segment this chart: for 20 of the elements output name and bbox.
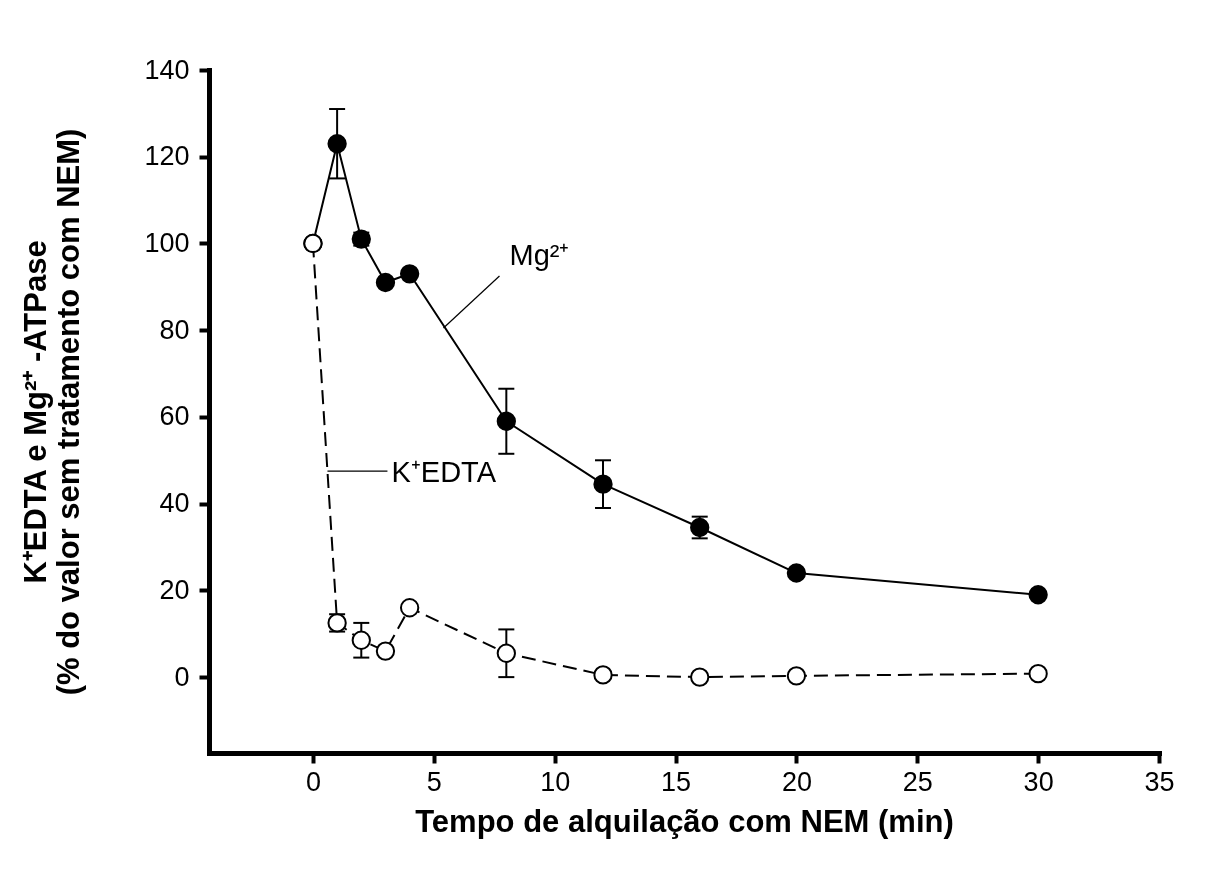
x-tick-label: 15	[661, 766, 692, 797]
annotation: K⁺EDTA	[391, 456, 497, 489]
y-tick-label: 60	[159, 401, 190, 432]
x-tick-label: 20	[781, 766, 812, 797]
x-tick-label: 25	[902, 766, 933, 797]
x-tick-label: 30	[1023, 766, 1054, 797]
y-tick-label: 80	[159, 314, 190, 345]
y-tick-label: 120	[144, 141, 190, 172]
x-tick-label: 0	[305, 766, 321, 797]
x-tick-label: 35	[1144, 766, 1175, 797]
x-tick-label: 10	[540, 766, 571, 797]
y-tick-label: 20	[159, 574, 190, 605]
x-tick-label: 5	[426, 766, 442, 797]
y-tick-label: 140	[144, 54, 190, 85]
annotation: Mg²⁺	[509, 239, 570, 272]
y-tick-label: 40	[159, 488, 190, 519]
x-axis-title: Tempo de alquilação com NEM (min)	[415, 803, 954, 839]
y-tick-label: 0	[174, 661, 190, 692]
y-axis-title: K⁺EDTA e Mg²⁺ -ATPase (% do valor sem tratamento com NEM)	[18, 128, 87, 696]
y-tick-label: 100	[144, 227, 190, 258]
